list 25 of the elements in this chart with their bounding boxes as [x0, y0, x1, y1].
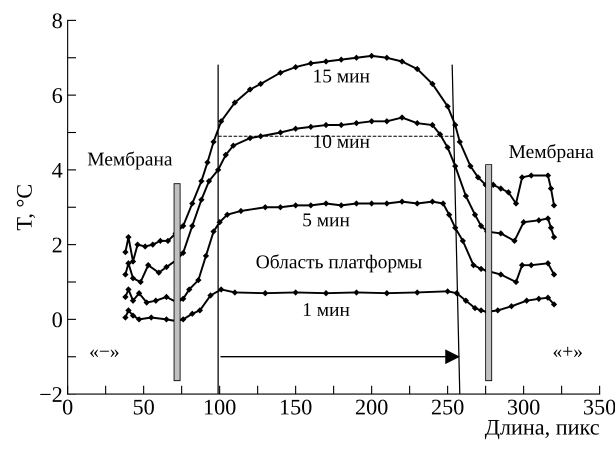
y-axis-title: T, °C [16, 185, 36, 230]
x-tick-label: 200 [356, 400, 388, 415]
y-tick-label: 2 [52, 238, 62, 252]
annotation: Область платформы [256, 254, 422, 272]
annotation: Мембрана [88, 152, 172, 170]
series-label: 5 мин [303, 214, 350, 226]
y-tick-label: 8 [52, 13, 62, 28]
series-label: 10 мин [314, 134, 370, 148]
x-tick-label: 300 [508, 400, 540, 415]
x-tick-label: 0 [62, 400, 72, 415]
y-tick-label: −2 [40, 387, 62, 402]
x-tick-label: 150 [280, 400, 312, 415]
x-tick-label: 250 [432, 400, 464, 415]
annotation: «−» [90, 350, 118, 357]
x-tick-label: 100 [204, 400, 236, 415]
annotation: Мембрана [509, 144, 594, 162]
series-label: 15 мин [314, 70, 370, 83]
x-axis-title: Длина, пикс [484, 420, 599, 440]
x-tick-label: 50 [134, 400, 154, 415]
y-tick-label: 4 [52, 162, 62, 178]
x-tick-label: 350 [584, 400, 615, 415]
annotation: «+» [554, 346, 582, 357]
y-tick-label: 0 [52, 312, 62, 328]
y-tick-label: 6 [52, 88, 62, 104]
series-label: 1 мин [304, 303, 350, 316]
